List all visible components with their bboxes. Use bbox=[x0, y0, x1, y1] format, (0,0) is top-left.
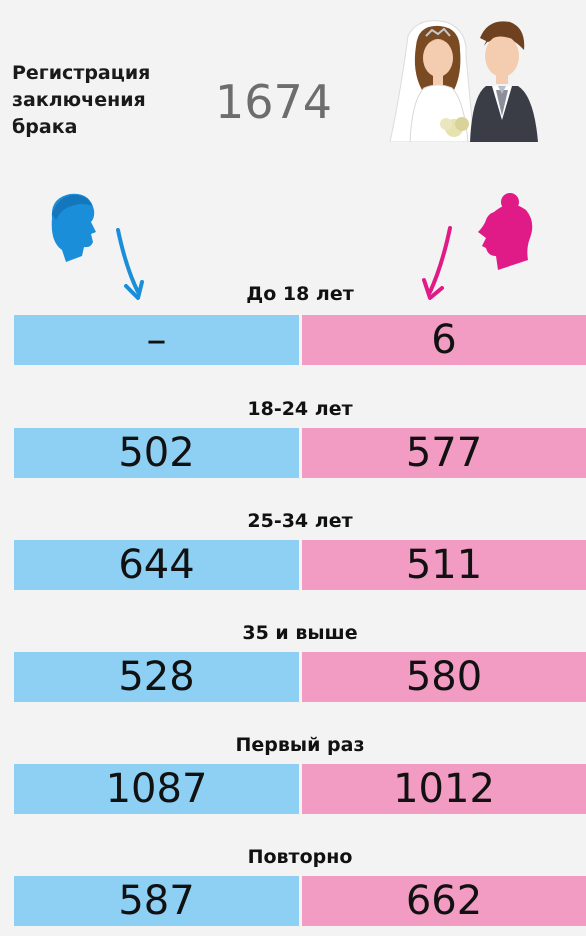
male-value: 587 bbox=[14, 876, 299, 926]
page-title: Регистрация заключения брака bbox=[12, 62, 151, 138]
row-label: 35 и выше bbox=[242, 622, 358, 644]
row-label: Повторно bbox=[247, 846, 353, 868]
female-head-icon bbox=[478, 193, 533, 270]
row-label: 25-34 лет bbox=[247, 510, 353, 532]
female-value: 511 bbox=[302, 540, 586, 590]
male-head-icon bbox=[51, 193, 96, 262]
row-label: 18-24 лет bbox=[247, 398, 353, 420]
total-count: 1674 bbox=[215, 75, 333, 129]
row-label: Первый раз bbox=[235, 734, 365, 756]
female-value: 577 bbox=[302, 428, 586, 478]
female-value: 1012 bbox=[302, 764, 586, 814]
wedding-couple-icon bbox=[389, 20, 538, 142]
male-arrow-icon bbox=[116, 228, 144, 300]
male-value: 528 bbox=[14, 652, 299, 702]
male-value: – bbox=[14, 315, 299, 365]
female-value: 662 bbox=[302, 876, 586, 926]
male-value: 1087 bbox=[14, 764, 299, 814]
row-label: До 18 лет bbox=[246, 283, 354, 305]
female-value: 580 bbox=[302, 652, 586, 702]
male-value: 644 bbox=[14, 540, 299, 590]
male-value: 502 bbox=[14, 428, 299, 478]
female-arrow-icon bbox=[422, 226, 452, 300]
female-value: 6 bbox=[302, 315, 586, 365]
